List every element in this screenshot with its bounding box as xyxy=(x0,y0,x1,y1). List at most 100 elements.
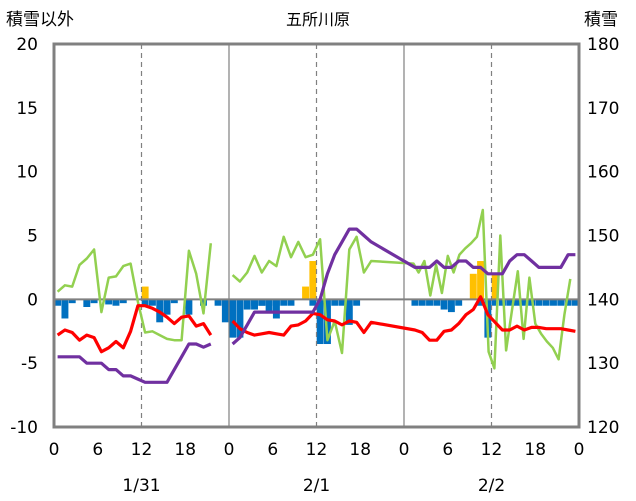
snowfall-bar-0 xyxy=(141,286,149,300)
snowfall-bar-5 xyxy=(491,273,499,300)
snow_change-bar-42 xyxy=(447,299,455,313)
snow_change-bar-56 xyxy=(564,299,572,306)
snow_change-bar-18 xyxy=(236,299,244,338)
snow_change-bar-19 xyxy=(243,299,251,310)
x-tick: 6 xyxy=(267,440,278,460)
x-tick: 12 xyxy=(131,440,153,460)
snowfall-bar-3 xyxy=(469,273,477,300)
y-tick-left: 10 xyxy=(16,163,38,183)
y-tick-right: 170 xyxy=(587,99,619,119)
snow_change-bar-40 xyxy=(433,299,441,306)
snowfall-bar-1 xyxy=(302,286,310,300)
x-tick: 12 xyxy=(306,440,328,460)
snow_change-bar-3 xyxy=(83,299,91,307)
snow_change-bar-7 xyxy=(119,299,127,304)
snow_change-bar-6 xyxy=(112,299,120,306)
temperature_red-line-segment-1 xyxy=(56,304,213,354)
y-axis-label-left: 積雪以外 xyxy=(6,10,74,30)
snow_change-bar-8 xyxy=(141,299,149,306)
date-labels: 1/31 2/1 2/2 xyxy=(122,476,505,496)
x-tick: 6 xyxy=(92,440,103,460)
snow_change-bar-41 xyxy=(440,299,448,310)
x-tick: 18 xyxy=(524,440,546,460)
snow_change-bar-4 xyxy=(90,299,98,304)
snow_change-bar-25 xyxy=(309,299,317,306)
snow_change-bar-43 xyxy=(455,299,463,306)
x-tick: 0 xyxy=(49,440,60,460)
snow_change-bar-39 xyxy=(426,299,433,306)
snow_change-bar-38 xyxy=(418,299,426,306)
date-label: 2/2 xyxy=(478,476,505,496)
snow_change-bar-5 xyxy=(105,299,113,305)
snow_depth-line-segment-2 xyxy=(231,227,576,346)
snow_change-bar-24 xyxy=(287,299,295,306)
snow_change-bar-52 xyxy=(535,299,543,306)
lines-layer xyxy=(56,208,576,384)
y-tick-right: 140 xyxy=(587,290,619,310)
snow_change-bar-35 xyxy=(272,299,280,306)
snow_change-bar-12 xyxy=(170,299,178,304)
snow_change-bar-32 xyxy=(251,299,258,306)
y-tick-left: 5 xyxy=(27,227,38,247)
x-tick: 0 xyxy=(399,440,410,460)
snow_change-bar-13 xyxy=(185,299,193,315)
snow_change-bar-0 xyxy=(54,299,62,306)
x-tick: 0 xyxy=(224,440,235,460)
snow_change-bar-30 xyxy=(345,299,353,325)
y-ticks-right: 180 170 160 150 140 130 120 xyxy=(587,35,619,438)
snow_change-bar-53 xyxy=(542,299,550,306)
x-tick: 18 xyxy=(174,440,196,460)
snow_change-bar-11 xyxy=(163,299,171,315)
snow_change-bar-49 xyxy=(513,299,521,306)
date-label: 1/31 xyxy=(122,476,160,496)
snow_change-bar-57 xyxy=(571,299,579,306)
snow_change-bar-26 xyxy=(316,299,324,345)
snow_change-bar-27 xyxy=(323,299,331,345)
y-tick-left: 20 xyxy=(16,35,38,55)
snow_change-bar-9 xyxy=(148,299,156,306)
y-tick-right: 150 xyxy=(587,227,619,247)
snow_change-bar-37 xyxy=(411,299,419,306)
snow_change-bar-15 xyxy=(214,299,222,306)
snow_change-bar-17 xyxy=(229,299,237,338)
y-tick-left: 15 xyxy=(16,99,38,119)
x-tick: 6 xyxy=(442,440,453,460)
snow_change-bar-31 xyxy=(353,299,361,306)
snow_change-bar-2 xyxy=(68,299,76,304)
x-tick: 12 xyxy=(481,440,503,460)
y-tick-right: 120 xyxy=(587,418,619,438)
x-ticks: 0 6 12 18 0 6 12 18 0 6 12 18 0 xyxy=(49,440,585,460)
snow_change-bar-44 xyxy=(477,299,485,306)
y-ticks-left: 20 15 10 5 0 -5 -10 xyxy=(10,35,38,438)
y-tick-right: 180 xyxy=(587,35,619,55)
y-tick-right: 160 xyxy=(587,163,619,183)
snow_change-bar-36 xyxy=(280,299,288,306)
snow_change-bar-23 xyxy=(272,299,280,319)
chart-title: 五所川原 xyxy=(286,10,350,29)
y-tick-left: 0 xyxy=(27,290,38,310)
snow_change-bar-1 xyxy=(61,299,69,319)
y-axis-label-right: 積雪 xyxy=(584,10,618,30)
y-tick-right: 130 xyxy=(587,354,619,374)
date-label: 2/1 xyxy=(303,476,330,496)
x-tick: 0 xyxy=(574,440,585,460)
snow_change-bar-46 xyxy=(491,299,499,306)
snow_change-bar-54 xyxy=(550,299,557,306)
temperature_red-line-segment-2 xyxy=(231,295,576,342)
temperature_green-line-segment-1 xyxy=(56,243,213,342)
y-tick-left: -10 xyxy=(10,418,38,438)
snow_change-bar-55 xyxy=(557,299,565,306)
snowfall-bar-2 xyxy=(309,261,317,300)
plot-frame xyxy=(52,42,581,429)
y-tick-left: -5 xyxy=(21,354,38,374)
snow_change-bar-48 xyxy=(506,299,514,306)
snow_change-bar-28 xyxy=(331,299,339,306)
snow_depth-line-segment-1 xyxy=(57,342,212,384)
snow_change-bar-16 xyxy=(221,299,229,323)
snow_change-bar-29 xyxy=(338,299,346,306)
x-tick: 18 xyxy=(349,440,371,460)
snow_change-bar-34 xyxy=(265,299,273,306)
snow_change-bar-50 xyxy=(520,299,528,306)
